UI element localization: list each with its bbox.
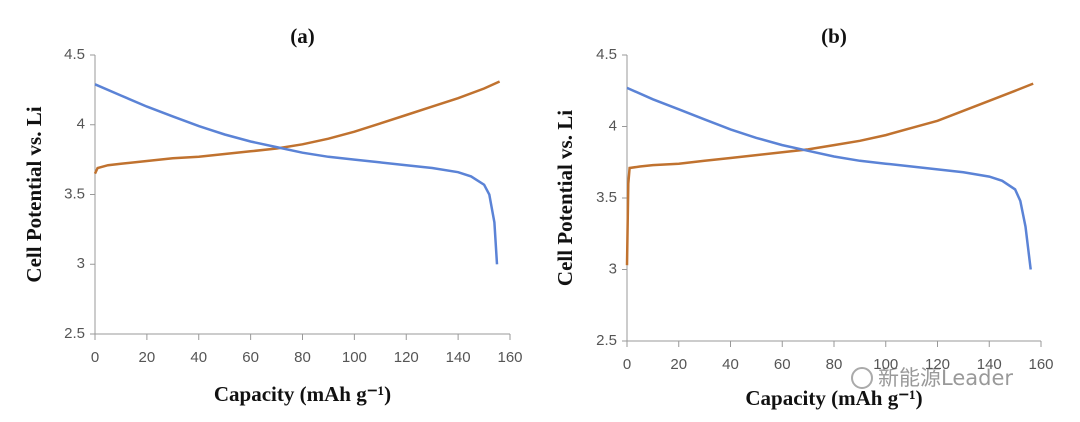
- x-tick-label: 40: [190, 349, 207, 366]
- y-tick-label: 2.5: [64, 325, 85, 342]
- x-tick-label: 80: [826, 356, 843, 373]
- chart-title: (a): [290, 24, 315, 48]
- x-tick-label: 60: [242, 349, 259, 366]
- x-tick-label: 80: [294, 349, 311, 366]
- y-tick-label: 4: [77, 116, 85, 133]
- x-tick-label: 0: [623, 356, 631, 373]
- y-tick-label: 3.5: [64, 185, 85, 202]
- x-tick-label: 20: [670, 356, 687, 373]
- y-tick-label: 4.5: [596, 46, 617, 63]
- chart-title: (b): [821, 24, 847, 48]
- x-tick-label: 40: [722, 356, 739, 373]
- x-tick-label: 140: [446, 349, 471, 366]
- x-tick-label: 120: [925, 356, 950, 373]
- x-tick-label: 0: [91, 349, 99, 366]
- series-line: [625, 82, 1034, 266]
- x-tick-label: 100: [873, 356, 898, 373]
- x-axis-label: Capacity (mAh g⁻¹): [745, 386, 922, 410]
- series-line: [626, 86, 1032, 270]
- series-line: [94, 83, 499, 265]
- y-tick-label: 4.5: [64, 46, 85, 63]
- x-tick-label: 160: [1028, 356, 1053, 373]
- x-tick-label: 160: [497, 349, 522, 366]
- x-tick-label: 100: [342, 349, 367, 366]
- y-axis-label: Cell Potential vs. Li: [553, 110, 577, 286]
- y-tick-label: 3: [609, 260, 617, 277]
- series-line: [93, 80, 501, 175]
- x-tick-label: 20: [139, 349, 156, 366]
- watermark: 新能源Leader: [878, 366, 1013, 390]
- x-tick-label: 120: [394, 349, 419, 366]
- y-axis-label: Cell Potential vs. Li: [22, 106, 46, 282]
- y-tick-label: 2.5: [596, 332, 617, 349]
- watermark-icon: [851, 367, 873, 389]
- x-axis-label: Capacity (mAh g⁻¹): [214, 382, 391, 406]
- y-tick-label: 4: [609, 117, 617, 134]
- x-tick-label: 140: [977, 356, 1002, 373]
- y-tick-label: 3.5: [596, 189, 617, 206]
- x-tick-label: 60: [774, 356, 791, 373]
- y-tick-label: 3: [77, 255, 85, 272]
